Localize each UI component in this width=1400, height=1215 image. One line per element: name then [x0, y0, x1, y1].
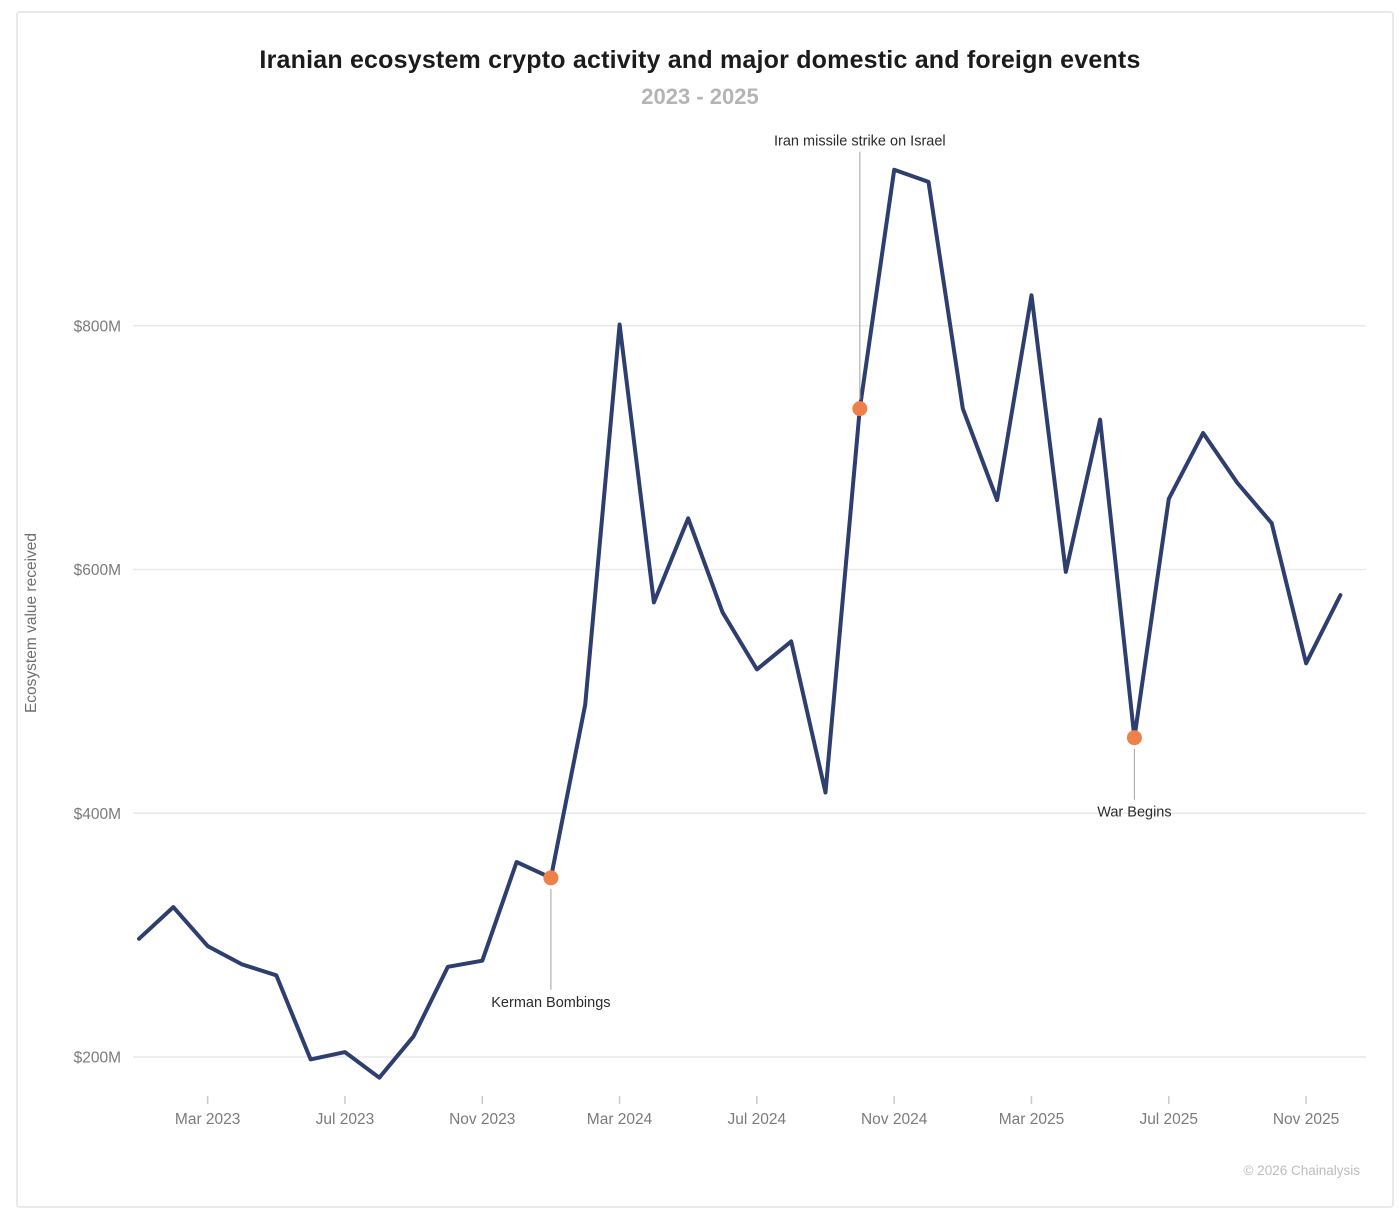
- annotation-label: War Begins: [1097, 805, 1171, 821]
- x-tick-label: Jul 2024: [728, 1111, 787, 1128]
- copyright-notice: © 2026 Chainalysis: [1243, 1163, 1360, 1178]
- y-tick-label: $600M: [74, 562, 121, 579]
- x-tick-label: Mar 2024: [587, 1111, 653, 1128]
- event-dot: [543, 870, 559, 886]
- x-tick-label: Jul 2025: [1139, 1111, 1198, 1128]
- x-tick-label: Nov 2024: [861, 1111, 928, 1128]
- y-tick-label: $400M: [74, 806, 121, 823]
- x-tick-label: Mar 2023: [175, 1111, 240, 1128]
- x-tick-label: Mar 2025: [999, 1111, 1064, 1128]
- annotation-label: Iran missile strike on Israel: [774, 134, 946, 150]
- y-tick-label: $800M: [74, 318, 121, 335]
- chart-subtitle: 2023 - 2025: [641, 84, 759, 109]
- x-tick-label: Nov 2025: [1273, 1111, 1339, 1128]
- x-tick-label: Nov 2023: [449, 1111, 515, 1128]
- chart-title: Iranian ecosystem crypto activity and ma…: [259, 46, 1141, 74]
- y-tick-label: $200M: [74, 1050, 121, 1067]
- x-tick-label: Jul 2023: [316, 1111, 375, 1128]
- annotation-label: Kerman Bombings: [491, 995, 610, 1011]
- ecosystem-value-line: [137, 167, 1343, 1080]
- event-dot: [852, 401, 868, 417]
- event-dot: [1126, 730, 1142, 746]
